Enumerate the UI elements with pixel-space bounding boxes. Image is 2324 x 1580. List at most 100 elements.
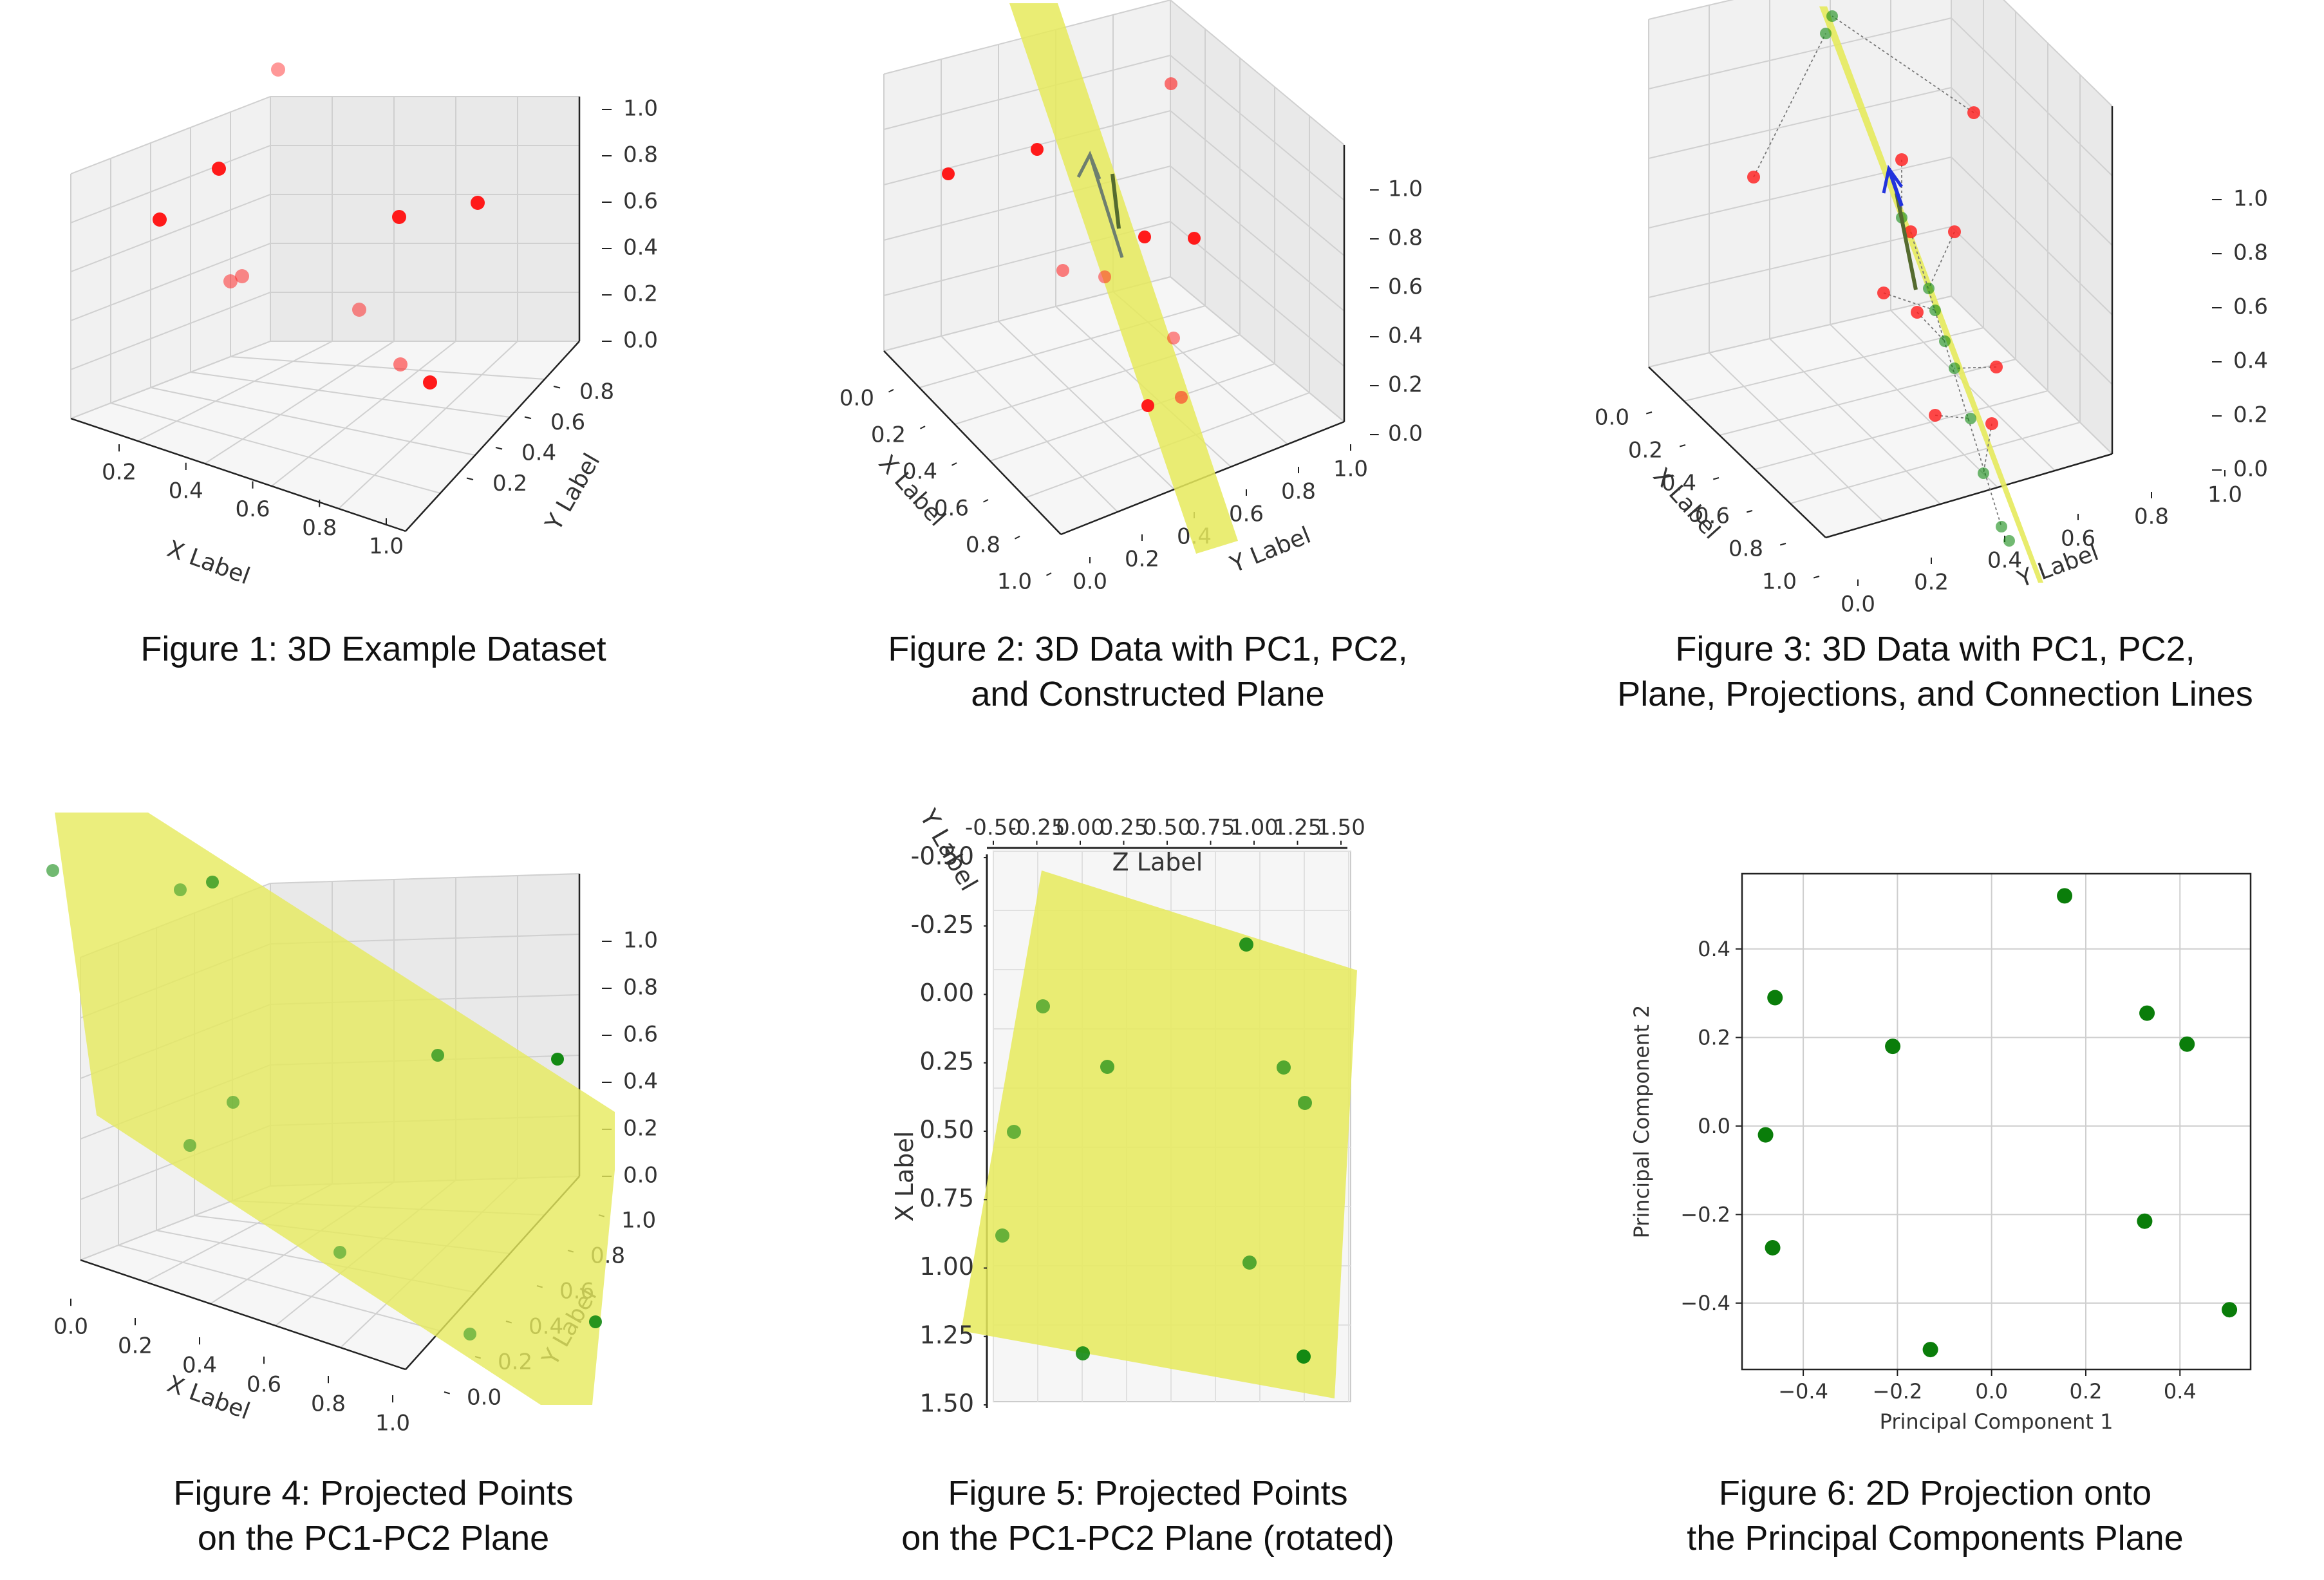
x-axis-tick: [1779, 543, 1786, 546]
z-axis-tick-label: 0.2: [2233, 402, 2268, 428]
y-axis-tick-label: 0.8: [579, 379, 614, 405]
x-axis-tick: [951, 462, 957, 466]
z-axis-tick-label: 0.2: [1388, 372, 1423, 398]
data-point: [1929, 409, 1942, 422]
x-tick-label: 0.4: [2164, 1379, 2197, 1404]
x-axis-tick-label: -0.50: [911, 842, 974, 870]
x-tick-label: 0.2: [2070, 1379, 2103, 1404]
connection-line: [1954, 366, 1997, 369]
x-axis-tick-label: 0.75: [919, 1184, 974, 1212]
y-axis-line: [405, 341, 580, 532]
z-axis-tick-label: 0.6: [623, 189, 658, 214]
z-axis-tick-label: 0.4: [623, 1069, 658, 1095]
grid-line: [1890, 310, 2056, 471]
z-axis-tick-label: 0.8: [2233, 240, 2268, 266]
x-axis-tick-label: 0.4: [169, 478, 203, 503]
x-axis-tick: [1015, 536, 1020, 540]
figure-6-chart: −0.4 −0.2 0.0 0.2 0.4 −0.4 −0.2 0.0 0.2 0.4 Princi…: [1629, 872, 2252, 1434]
y-axis-tick-label: 0.4: [521, 440, 556, 466]
z-axis-tick-label: 0.8: [623, 142, 658, 168]
data-point: [1175, 391, 1188, 404]
z-axis-tick-label: 1.0: [623, 928, 658, 954]
back-pane-left: [71, 97, 270, 419]
projected-point: [1007, 1125, 1021, 1139]
x-axis-tick-label: 1.0: [375, 1411, 410, 1436]
connection-line: [1883, 292, 1936, 311]
projected-point: [183, 1139, 196, 1152]
projected-point: [1076, 1346, 1090, 1360]
figure-3-caption-line-2: Plane, Projections, and Connection Lines: [1617, 675, 2253, 713]
x-axis-tick-label: 0.2: [1628, 438, 1663, 464]
x-axis-tick: [1046, 572, 1052, 576]
z-axis-tick-label: 0.6: [623, 1022, 658, 1048]
y-axis-tick: [466, 477, 474, 480]
plot-frame: [1741, 872, 2252, 1371]
y-axis-tick-label: 0.6: [2061, 526, 2095, 552]
plot-area: [1742, 874, 2251, 1369]
data-point: [1967, 106, 1980, 119]
projected-point: [333, 1246, 346, 1259]
y-axis-tick-label: 0.2: [1914, 570, 1949, 596]
z-axis-tick-label: 0.4: [2233, 348, 2268, 374]
grid-line: [1951, 296, 2113, 455]
x-axis-tick-label: 0.8: [1729, 536, 1763, 562]
x-axis-tick: [1645, 411, 1653, 415]
figure-2-chart: 0.00.20.40.60.81.0X Label0.00.20.40.60.8…: [839, 0, 1423, 595]
connection-line: [1983, 423, 1992, 474]
projected-point: [551, 1053, 564, 1066]
x-axis-tick-label: 0.6: [235, 496, 270, 522]
x-axis-label: X Label: [164, 1371, 253, 1425]
grid-line: [110, 402, 441, 494]
projected-point: [46, 864, 59, 877]
z-axis-tick-label: 0.50: [1143, 815, 1192, 841]
x-axis-line: [80, 1259, 406, 1371]
projected-point: [1965, 413, 1976, 424]
pc-plane: [55, 813, 615, 1405]
data-point: [1031, 143, 1044, 156]
z-axis-tick-label: 1.0: [2233, 186, 2268, 212]
scatter-point: [2057, 888, 2073, 904]
x-axis-tick-label: 0.4: [903, 459, 937, 485]
figure-4-caption-line-2: on the PC1-PC2 Plane: [197, 1519, 550, 1557]
projected-point: [2003, 535, 2015, 547]
data-point: [1165, 77, 1177, 90]
projected-point: [1100, 1060, 1114, 1074]
scatter-point: [2139, 1005, 2155, 1021]
projected-point: [1996, 521, 2007, 532]
scatter-point: [1767, 990, 1783, 1006]
x-tick-label: −0.2: [1873, 1379, 1923, 1404]
projected-point: [206, 876, 219, 889]
x-tick-label: −0.4: [1778, 1379, 1828, 1404]
projected-point: [589, 1315, 602, 1328]
y-axis-tick-label: 0.2: [492, 471, 527, 496]
x-axis-tick-label: 0.25: [919, 1047, 974, 1075]
data-point: [235, 269, 249, 283]
figure-2-caption: Figure 2: 3D Data with PC1, PC2, and Con…: [774, 626, 1521, 717]
projected-point: [227, 1096, 239, 1109]
projected-point: [1277, 1060, 1291, 1075]
figure-3-caption: Figure 3: 3D Data with PC1, PC2, Plane, …: [1562, 626, 2309, 717]
figure-6-caption-line-1: Figure 6: 2D Projection onto: [1718, 1474, 2152, 1512]
projected-point: [431, 1049, 444, 1062]
data-point: [1904, 225, 1917, 238]
y-tick-label: −0.4: [1680, 1291, 1730, 1315]
z-axis-tick-label: 0.0: [623, 1163, 658, 1189]
y-axis-line: [1825, 453, 2113, 539]
x-axis-tick-label: 1.00: [919, 1252, 974, 1281]
figure-2-caption-line-1: Figure 2: 3D Data with PC1, PC2,: [888, 630, 1408, 668]
y-axis-tick-label: 0.0: [1073, 569, 1107, 595]
x-tick-label: 0.0: [1975, 1379, 2008, 1404]
data-point: [471, 196, 485, 210]
y-axis-tick-label: 1.0: [2207, 482, 2242, 508]
figure-4: 0.0 0.2 0.4 0.6 0.8 1.0 X Label 0.0 0.2 0.4 0.6 0.8…: [0, 790, 774, 1436]
z-axis-tick-label: 0.6: [2233, 294, 2268, 320]
figure-5: -0.50 -0.25 0.00 0.25 0.50 0.75 1.00 1.25 1.50 -0…: [774, 790, 1549, 1434]
y-axis-tick: [495, 447, 503, 450]
grid-line: [1648, 0, 2113, 107]
data-point: [212, 162, 226, 176]
x-axis-tick: [1712, 477, 1720, 480]
x-axis-tick: [1813, 576, 1820, 579]
y-axis-tick-label: 0.2: [1125, 547, 1159, 572]
grid-line: [1790, 422, 2081, 504]
y-axis-tick: [524, 416, 532, 419]
